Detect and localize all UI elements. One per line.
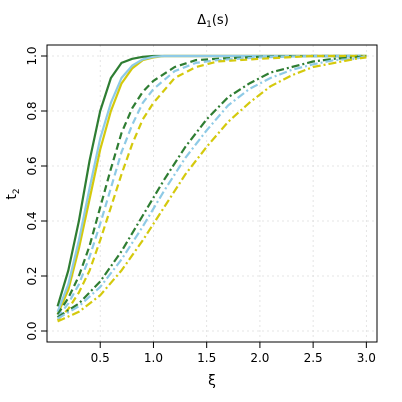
series-line-6 — [56, 54, 367, 321]
plot-frame — [46, 44, 378, 343]
series-line-1 — [56, 54, 367, 307]
y-tick-label-0: 0.0 — [25, 321, 39, 340]
x-axis: 0.5 1.0 1.5 2.0 2.5 3.0 — [91, 341, 376, 365]
y-axis: 0.0 0.2 0.4 0.6 0.8 1.0 — [25, 46, 48, 341]
series-line-9 — [57, 56, 367, 323]
y-tick-label-1: 0.2 — [25, 266, 39, 285]
chart-title: Δ1(s) — [197, 13, 229, 30]
x-tick-label-3: 2.0 — [250, 351, 269, 365]
x-tick-label-5: 3.0 — [357, 351, 376, 365]
y-tick-label-4: 0.8 — [25, 101, 39, 120]
series-line-7 — [57, 54, 367, 319]
series-group — [56, 54, 367, 323]
grid-lines — [47, 45, 377, 342]
x-tick-label-1: 1.0 — [144, 351, 163, 365]
y-axis-label: t2 — [4, 188, 22, 199]
x-tick-label-2: 1.5 — [197, 351, 216, 365]
series-line-3 — [56, 54, 367, 313]
y-tick-label-3: 0.6 — [25, 156, 39, 175]
x-axis-label: ξ — [208, 373, 216, 389]
y-tick-label-2: 0.4 — [25, 211, 39, 230]
x-tick-label-0: 0.5 — [91, 351, 110, 365]
series-line-5 — [56, 54, 367, 318]
series-line-8 — [57, 54, 367, 320]
x-tick-label-4: 2.5 — [304, 351, 323, 365]
y-tick-label-5: 1.0 — [25, 46, 39, 65]
